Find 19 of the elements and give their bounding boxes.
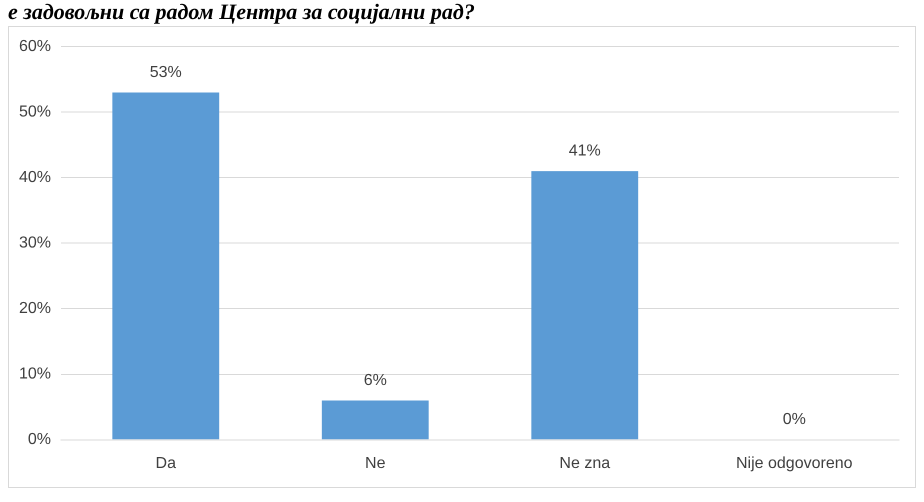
bar <box>112 92 220 440</box>
y-tick-label: 0% <box>28 431 52 448</box>
bar <box>322 400 429 440</box>
bar <box>531 171 638 440</box>
data-label: 41% <box>568 142 601 160</box>
y-tick-label: 20% <box>18 300 52 318</box>
chart-title: е задовољни са радом Центра за социјални рад? <box>8 0 476 24</box>
data-label: 53% <box>150 64 182 81</box>
y-tick-label: 30% <box>18 234 52 252</box>
x-tick-label: Nije odgovoreno <box>736 454 853 472</box>
x-tick-label: Ne zna <box>559 454 610 472</box>
x-tick-label: Ne <box>365 454 386 472</box>
y-tick-label: 60% <box>18 38 52 56</box>
x-tick-label: Da <box>156 454 176 472</box>
data-label: 6% <box>364 372 387 389</box>
y-tick-label: 50% <box>18 104 52 121</box>
y-tick-label: 40% <box>18 169 52 186</box>
data-label: 0% <box>782 411 806 428</box>
y-tick-label: 10% <box>18 366 52 383</box>
